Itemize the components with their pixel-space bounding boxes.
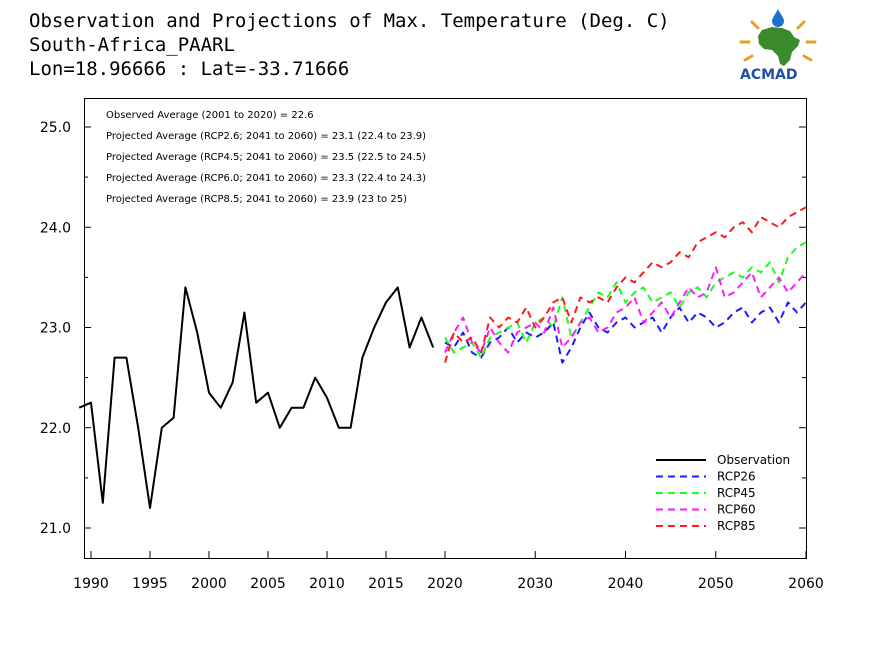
x-tick-label: 2005 — [250, 576, 286, 592]
legend-label: RCP45 — [717, 486, 756, 500]
series-layer — [78, 206, 807, 509]
x-tick-label: 1995 — [132, 576, 168, 592]
y-tick-label: 24.0 — [40, 220, 71, 236]
acmad-logo: ACMAD — [739, 9, 817, 83]
y-tick-label: 21.0 — [40, 521, 71, 537]
x-tick-label: 2040 — [608, 576, 644, 592]
chart-subtitle-station: South-Africa_PAARL — [29, 34, 235, 56]
acmad-logo-text: ACMAD — [740, 67, 798, 83]
series-line-observation — [78, 286, 435, 509]
legend-label: Observation — [717, 453, 790, 467]
chart-subtitle-coordinates: Lon=18.96666 : Lat=-33.71666 — [29, 58, 349, 80]
series-line-rcp45 — [444, 241, 807, 359]
africa-map-icon — [758, 27, 800, 66]
series-line-rcp60 — [444, 266, 807, 354]
chart-title: Observation and Projections of Max. Temp… — [29, 10, 670, 32]
x-axis: 1990 1995 2000 2005 2010 2015 2020 2030 2040 2050… — [73, 551, 824, 592]
x-tick-label: 2020 — [427, 576, 463, 592]
series-line-rcp85 — [444, 206, 807, 363]
x-tick-label: 1990 — [73, 576, 109, 592]
y-tick-label: 23.0 — [40, 321, 71, 337]
sun-rays-icon — [739, 12, 817, 62]
x-tick-label: 2030 — [517, 576, 553, 592]
statistics-annotations: Observed Average (2001 to 2020) = 22.6 Pr… — [106, 110, 426, 205]
annotation-line: Projected Average (RCP4.5; 2041 to 2060)… — [106, 152, 426, 163]
legend-label: RCP26 — [717, 470, 756, 484]
y-tick-label: 22.0 — [40, 421, 71, 437]
x-tick-label: 2060 — [788, 576, 824, 592]
plot-frame — [84, 98, 807, 559]
chart-title-block: Observation and Projections of Max. Temp… — [29, 10, 670, 80]
annotation-line: Projected Average (RCP6.0; 2041 to 2060)… — [106, 173, 426, 184]
legend-label: RCP60 — [717, 503, 756, 517]
x-tick-label: 2050 — [698, 576, 734, 592]
annotation-line: Projected Average (RCP2.6; 2041 to 2060)… — [106, 131, 426, 142]
legend-label: RCP85 — [717, 519, 756, 533]
x-tick-label: 2015 — [368, 576, 404, 592]
water-drop-icon — [772, 9, 784, 27]
y-tick-label: 25.0 — [40, 120, 71, 136]
y-axis: 21.0 22.0 23.0 24.0 25.0 — [40, 120, 806, 537]
x-tick-label: 2010 — [309, 576, 345, 592]
annotation-line: Observed Average (2001 to 2020) = 22.6 — [106, 110, 314, 121]
annotation-line: Projected Average (RCP8.5; 2041 to 2060)… — [106, 194, 407, 205]
legend: Observation RCP26 RCP45 RCP60 RCP85 — [656, 453, 790, 533]
x-tick-label: 2000 — [191, 576, 227, 592]
